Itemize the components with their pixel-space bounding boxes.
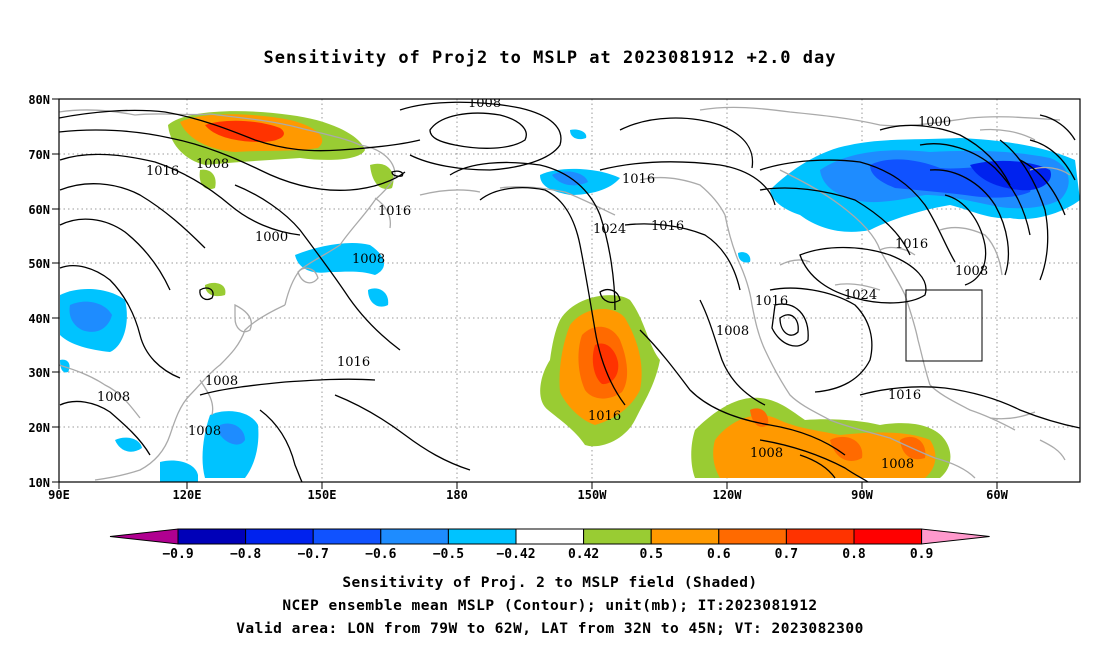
colorbar-label: 0.42 [568, 547, 599, 562]
colorbar-label: 0.6 [707, 547, 731, 562]
lon-label: 150E [308, 488, 337, 502]
lat-label: 80N [28, 93, 50, 107]
map-title: Sensitivity of Proj2 to MSLP at 20230819… [263, 48, 837, 68]
colorbar-label: −0.5 [433, 547, 464, 562]
lat-label: 20N [28, 421, 50, 435]
mslp-contours [59, 101, 1080, 482]
latitude-labels: 80N 70N 60N 50N 40N 30N 20N 10N [28, 93, 50, 490]
lon-label: 60W [986, 488, 1008, 502]
colorbar-swatch [718, 528, 787, 545]
colorbar: −0.9 −0.8 −0.7 −0.6 −0.5 −0.42 0.42 0.5 0.6 0.7 0.… [109, 528, 990, 562]
lat-label: 10N [28, 476, 50, 490]
contour-labels: 1008 1000 1016 1008 1000 1008 1016 1024 … [97, 96, 988, 472]
contour-label: 1024 [593, 222, 626, 237]
colorbar-label: −0.8 [230, 547, 261, 562]
lon-label: 180 [446, 488, 468, 502]
contour-label: 1016 [651, 219, 684, 234]
contour-label: 1008 [352, 252, 385, 267]
contour-label: 1016 [588, 409, 621, 424]
contour-label: 1024 [844, 288, 877, 303]
colorbar-swatch [515, 528, 585, 545]
contour-label: 1008 [468, 96, 501, 111]
contour-label: 1016 [755, 294, 788, 309]
colorbar-label: 0.5 [639, 547, 662, 562]
lat-label: 30N [28, 366, 50, 380]
colorbar-label: −0.7 [298, 547, 329, 562]
caption-contour: NCEP ensemble mean MSLP (Contour); unit(… [282, 598, 818, 614]
colorbar-swatch [380, 528, 449, 545]
colorbar-swatch [853, 528, 923, 545]
contour-label: 1016 [888, 388, 921, 403]
contour-label: 1008 [750, 446, 783, 461]
lon-label: 120W [713, 488, 743, 502]
lon-label: 90E [48, 488, 70, 502]
axis-ticks [52, 98, 998, 489]
map-plot-area: 1008 1000 1016 1008 1000 1008 1016 1024 … [59, 96, 1080, 482]
colorbar-swatch [447, 528, 517, 545]
lat-label: 50N [28, 257, 50, 271]
contour-label: 1008 [881, 457, 914, 472]
colorbar-label: −0.9 [162, 547, 193, 562]
contour-label: 1008 [196, 157, 229, 172]
coastlines [59, 106, 1071, 481]
colorbar-swatch [650, 528, 720, 545]
contour-label: 1008 [188, 424, 221, 439]
contour-label: 1016 [378, 204, 411, 219]
plot-frame [58, 98, 1081, 483]
colorbar-swatch [583, 528, 652, 545]
colorbar-label: −0.6 [365, 547, 396, 562]
contour-label: 1008 [97, 390, 130, 405]
colorbar-label: 0.9 [910, 547, 933, 562]
colorbar-arrow-high [921, 528, 990, 545]
contour-label: 1008 [205, 374, 238, 389]
contour-label: 1016 [622, 172, 655, 187]
lat-label: 60N [28, 203, 50, 217]
colorbar-swatch [312, 528, 382, 545]
colorbar-label: 0.7 [775, 547, 798, 562]
shading-positive-siberia-inner [205, 120, 284, 142]
contour-label: 1008 [716, 324, 749, 339]
contour-label: 1000 [918, 115, 951, 130]
colorbar-label: −0.42 [496, 547, 535, 562]
colorbar-label: 0.8 [842, 547, 866, 562]
longitude-labels: 90E 120E 150E 180 150W 120W 90W 60W [48, 488, 1008, 502]
contour-label: 1016 [337, 355, 370, 370]
valid-area-box [905, 289, 983, 362]
colorbar-arrow-low [109, 528, 179, 545]
lon-label: 90W [851, 488, 873, 502]
lon-label: 150W [578, 488, 608, 502]
colorbar-swatch [785, 528, 855, 545]
contour-label: 1016 [895, 237, 928, 252]
colorbar-swatch [245, 528, 314, 545]
caption-shaded: Sensitivity of Proj. 2 to MSLP field (Sh… [342, 575, 758, 591]
lat-label: 70N [28, 148, 50, 162]
contour-label: 1000 [255, 230, 288, 245]
contour-label: 1008 [955, 264, 988, 279]
contour-label: 1016 [146, 164, 179, 179]
lat-label: 40N [28, 312, 50, 326]
colorbar-swatch [177, 528, 247, 545]
caption-valid-area: Valid area: LON from 79W to 62W, LAT fro… [236, 621, 864, 637]
lon-label: 120E [173, 488, 202, 502]
